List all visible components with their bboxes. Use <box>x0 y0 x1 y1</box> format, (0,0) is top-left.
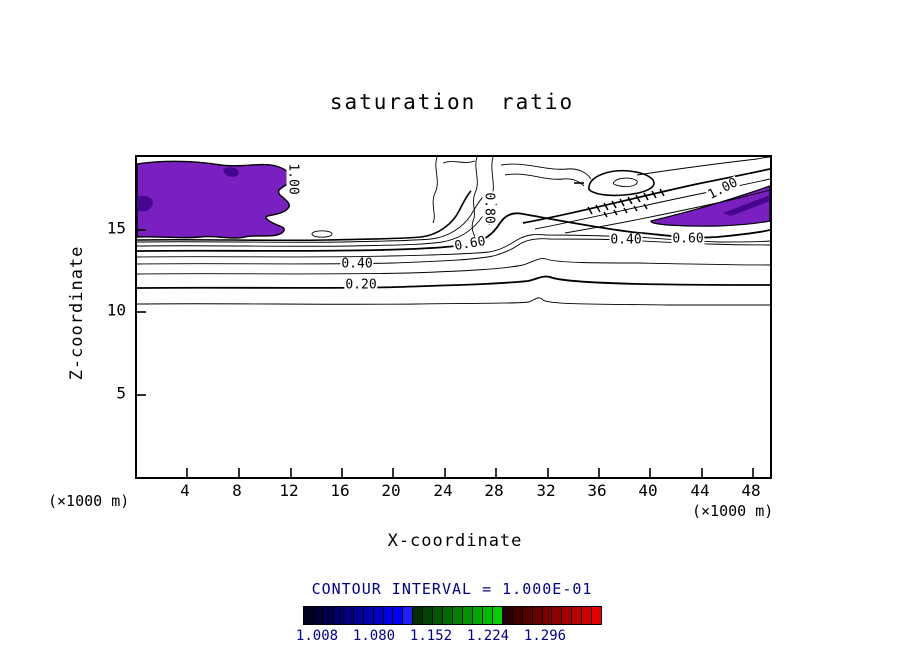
contour-label-0.40-right: 0.40 <box>609 232 643 248</box>
x-tick-44: 44 <box>690 481 710 500</box>
x-tick-8: 8 <box>232 481 242 500</box>
x-tick-28: 28 <box>484 481 504 500</box>
x-tick-12: 12 <box>279 481 299 500</box>
chart-title: saturation ratio <box>329 90 575 114</box>
x-tick-48: 48 <box>741 481 761 500</box>
y-axis-unit: (×1000 m) <box>48 492 130 510</box>
contour-plot-svg <box>137 157 770 477</box>
y-tick-15: 15 <box>106 218 126 238</box>
x-axis-label: X-coordinate <box>387 531 523 551</box>
contour-label-1.00-left: 1.00 <box>285 162 301 196</box>
x-tick-24: 24 <box>433 481 453 500</box>
x-tick-20: 20 <box>381 481 401 500</box>
x-axis-unit: (×1000 m) <box>692 502 774 520</box>
x-tick-40: 40 <box>638 481 658 500</box>
supersaturated-dark-patch <box>723 195 770 216</box>
supersaturated-dark-patch <box>223 167 239 178</box>
colorbar-label-4: 1.224 <box>466 628 510 644</box>
contour-interval-text: CONTOUR INTERVAL = 1.000E-01 <box>311 580 593 598</box>
axis-tick-marks <box>137 229 754 477</box>
colorbar-swatches <box>304 607 602 624</box>
contour-label-0.60-right: 0.60 <box>671 231 705 247</box>
colorbar-label-3: 1.152 <box>409 628 453 644</box>
plot-area: 1.00 0.80 0.60 0.40 0.20 0.40 0.60 1.00 <box>135 155 772 479</box>
colorbar-label-1: 1.008 <box>295 628 339 644</box>
supersaturated-dark-patch <box>137 196 153 212</box>
y-tick-5: 5 <box>116 383 126 403</box>
x-tick-4: 4 <box>180 481 190 500</box>
y-tick-10: 10 <box>106 300 126 320</box>
colorbar-label-2: 1.080 <box>352 628 396 644</box>
x-tick-16: 16 <box>330 481 350 500</box>
hatched-contour-bundle <box>587 188 665 218</box>
contour-label-0.20: 0.20 <box>344 277 378 293</box>
supersaturated-region-left <box>137 160 292 239</box>
contour-label-0.40-left: 0.40 <box>340 256 374 272</box>
colorbar <box>303 606 602 625</box>
x-tick-36: 36 <box>587 481 607 500</box>
colorbar-label-5: 1.296 <box>523 628 567 644</box>
x-tick-32: 32 <box>536 481 556 500</box>
supersaturated-region-right <box>650 185 770 227</box>
contour-label-0.80: 0.80 <box>481 191 497 225</box>
